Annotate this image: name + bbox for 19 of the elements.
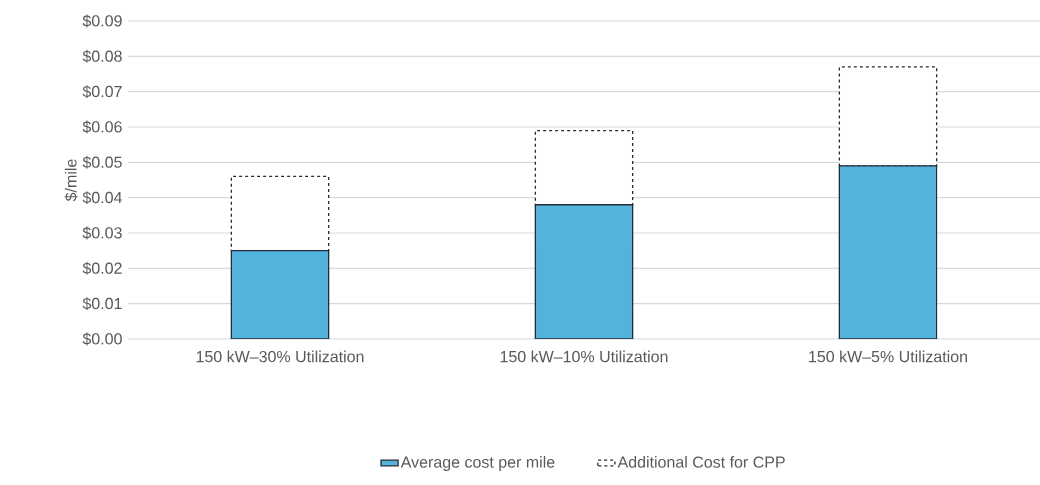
x-tick-label: 150 kW–5% Utilization <box>809 350 967 363</box>
y-tick-label: $0.08 <box>82 49 122 63</box>
y-tick-label: $0.03 <box>82 226 122 240</box>
bar <box>838 165 938 339</box>
y-tick-label: $0.04 <box>82 191 122 205</box>
y-axis-title: $/mile <box>64 159 78 202</box>
x-tick-label: 150 kW–30% Utilization <box>196 350 364 363</box>
y-tick-label: $0.02 <box>82 261 122 275</box>
y-tick-label: $0.01 <box>82 297 122 311</box>
bar <box>534 204 634 339</box>
y-tick-label: $0.06 <box>82 120 122 134</box>
y-tick-label: $0.00 <box>82 332 122 346</box>
y-tick-label: $0.05 <box>82 155 122 169</box>
legend-label: Additional Cost for CPP <box>617 456 785 468</box>
bar <box>230 250 330 339</box>
y-tick-label: $0.07 <box>82 85 122 99</box>
y-tick-label: $0.09 <box>82 14 122 28</box>
legend-label: Average cost per mile <box>400 456 555 471</box>
x-tick-label: 150 kW–10% Utilization <box>500 350 668 363</box>
